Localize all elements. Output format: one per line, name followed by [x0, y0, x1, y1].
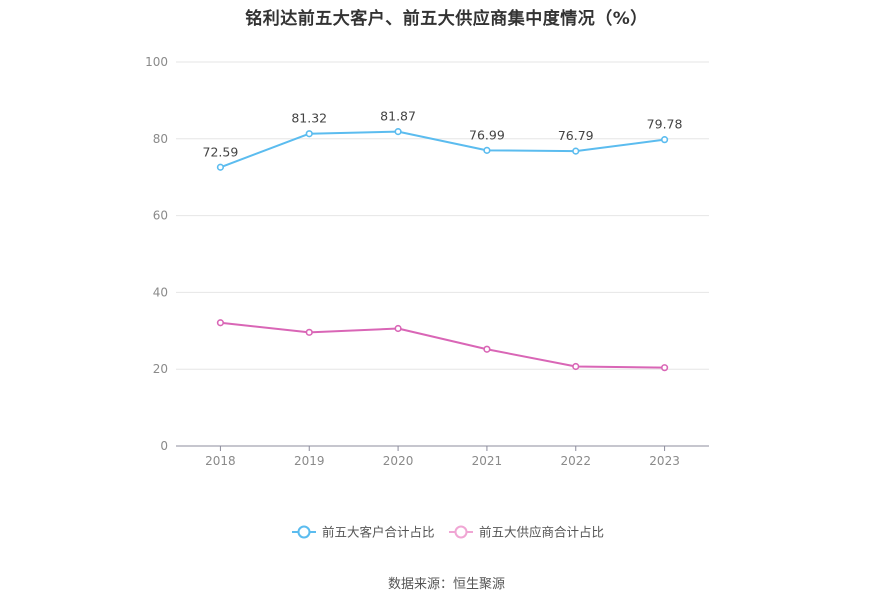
x-tick-label: 2022	[560, 454, 591, 468]
data-label: 79.78	[647, 117, 683, 132]
legend-marker-icon	[454, 525, 468, 539]
y-tick-label: 100	[145, 55, 168, 69]
x-tick-label: 2020	[383, 454, 414, 468]
data-labels: 72.59 81.32 81.87 76.99 76.79 79.78	[203, 109, 683, 160]
data-point	[394, 128, 402, 136]
data-point	[660, 364, 669, 372]
chart-title: 铭利达前五大客户、前五大供应商集中度情况（%）	[245, 9, 648, 29]
data-point	[483, 345, 491, 353]
y-tick-label: 80	[153, 132, 168, 146]
data-point	[216, 319, 225, 327]
y-tick-label: 40	[153, 285, 168, 299]
data-point	[305, 130, 313, 138]
data-label: 76.79	[558, 128, 594, 143]
data-point	[394, 324, 402, 333]
legend-label: 前五大供应商合计占比	[479, 525, 604, 540]
data-label: 72.59	[203, 144, 239, 159]
x-axis-ticks: 2018 2019 2020 2021 2022 2023	[205, 446, 680, 468]
source-note: 数据来源：恒生聚源	[387, 577, 505, 592]
legend-label: 前五大客户合计占比	[322, 525, 435, 540]
legend-item-2[interactable]: 前五大供应商合计占比	[449, 525, 604, 540]
y-tick-label: 20	[153, 362, 168, 376]
data-point	[483, 146, 491, 154]
series-line-1	[220, 130, 665, 169]
series-line-2	[220, 321, 665, 369]
x-tick-label: 2018	[205, 454, 236, 468]
data-point	[216, 163, 225, 171]
series-lines	[216, 128, 669, 372]
x-tick-label: 2023	[649, 454, 680, 468]
legend-item-1[interactable]: 前五大客户合计占比	[292, 525, 435, 540]
x-tick-label: 2019	[294, 454, 325, 468]
data-point	[572, 147, 580, 155]
data-label: 81.87	[380, 109, 416, 124]
data-label: 76.99	[469, 127, 505, 142]
y-axis-ticks: 0 20 40 60 80 100	[145, 55, 168, 453]
y-tick-label: 60	[153, 209, 168, 223]
data-point	[660, 136, 669, 144]
y-tick-label: 0	[160, 439, 168, 453]
data-point	[572, 362, 580, 371]
data-point	[305, 328, 313, 336]
x-tick-label: 2021	[472, 454, 503, 468]
legend-marker-icon	[297, 525, 311, 539]
data-label: 81.32	[291, 111, 327, 126]
grid-lines	[176, 61, 709, 370]
legend[interactable]: 前五大客户合计占比 前五大供应商合计占比	[292, 525, 604, 540]
